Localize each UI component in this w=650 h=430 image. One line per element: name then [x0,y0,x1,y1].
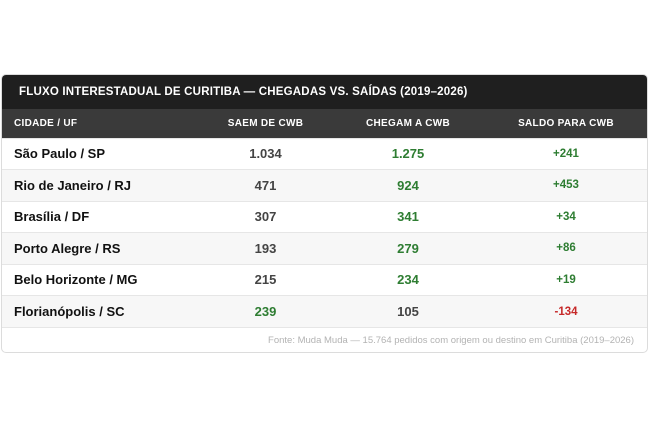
cell-in: 341 [397,209,419,225]
flow-table: CIDADE / UF SAEM DE CWB CHEGAM A CWB SAL… [2,109,647,327]
flow-table-card: FLUXO INTERESTADUAL DE CURITIBA — CHEGAD… [1,74,648,353]
cell-out: 307 [254,209,277,225]
cell-balance: +453 [553,179,579,192]
cell-city: Brasília / DF [14,209,90,225]
source-note: Fonte: Muda Muda — 15.764 pedidos com or… [2,327,647,352]
table-row: São Paulo / SP 1.034 1.275 +241 [2,138,647,170]
cell-out: 193 [254,240,277,256]
table-body: São Paulo / SP 1.034 1.275 +241 Rio de Janei… [2,138,647,327]
cell-in: 924 [397,177,419,193]
header-row: CIDADE / UF SAEM DE CWB CHEGAM A CWB SAL… [2,109,647,138]
cell-balance: -134 [554,305,578,318]
table-title: FLUXO INTERESTADUAL DE CURITIBA — CHEGAD… [2,75,647,109]
column-header-in: CHEGAM A CWB [366,117,450,129]
cell-balance: +19 [556,273,576,286]
cell-in: 234 [397,272,419,288]
cell-balance: +241 [553,147,579,160]
column-header-balance: SALDO PARA CWB [518,117,614,129]
cell-balance: +86 [556,242,576,255]
cell-out: 471 [254,177,277,193]
cell-city: Porto Alegre / RS [14,240,121,256]
column-header-city: CIDADE / UF [14,117,78,129]
table-row: Belo Horizonte / MG 215 234 +19 [2,264,647,296]
cell-city: Belo Horizonte / MG [14,272,138,288]
cell-in: 105 [397,304,419,319]
table-row: Rio de Janeiro / RJ 471 924 +453 [2,169,647,201]
cell-city: São Paulo / SP [14,146,106,162]
cell-out: 239 [254,304,277,319]
table-row: Porto Alegre / RS 193 279 +86 [2,232,647,264]
table-row: Brasília / DF 307 341 +34 [2,201,647,233]
cell-in: 1.275 [391,146,425,162]
cell-in: 279 [397,240,419,256]
cell-city: Florianópolis / SC [14,304,125,319]
cell-city: Rio de Janeiro / RJ [14,177,132,193]
cell-out: 1.034 [249,146,282,162]
cell-balance: +34 [556,210,576,223]
column-header-out: SAEM DE CWB [227,117,304,129]
cell-out: 215 [254,272,277,288]
table-row: Florianópolis / SC 239 105 -134 [2,295,647,327]
